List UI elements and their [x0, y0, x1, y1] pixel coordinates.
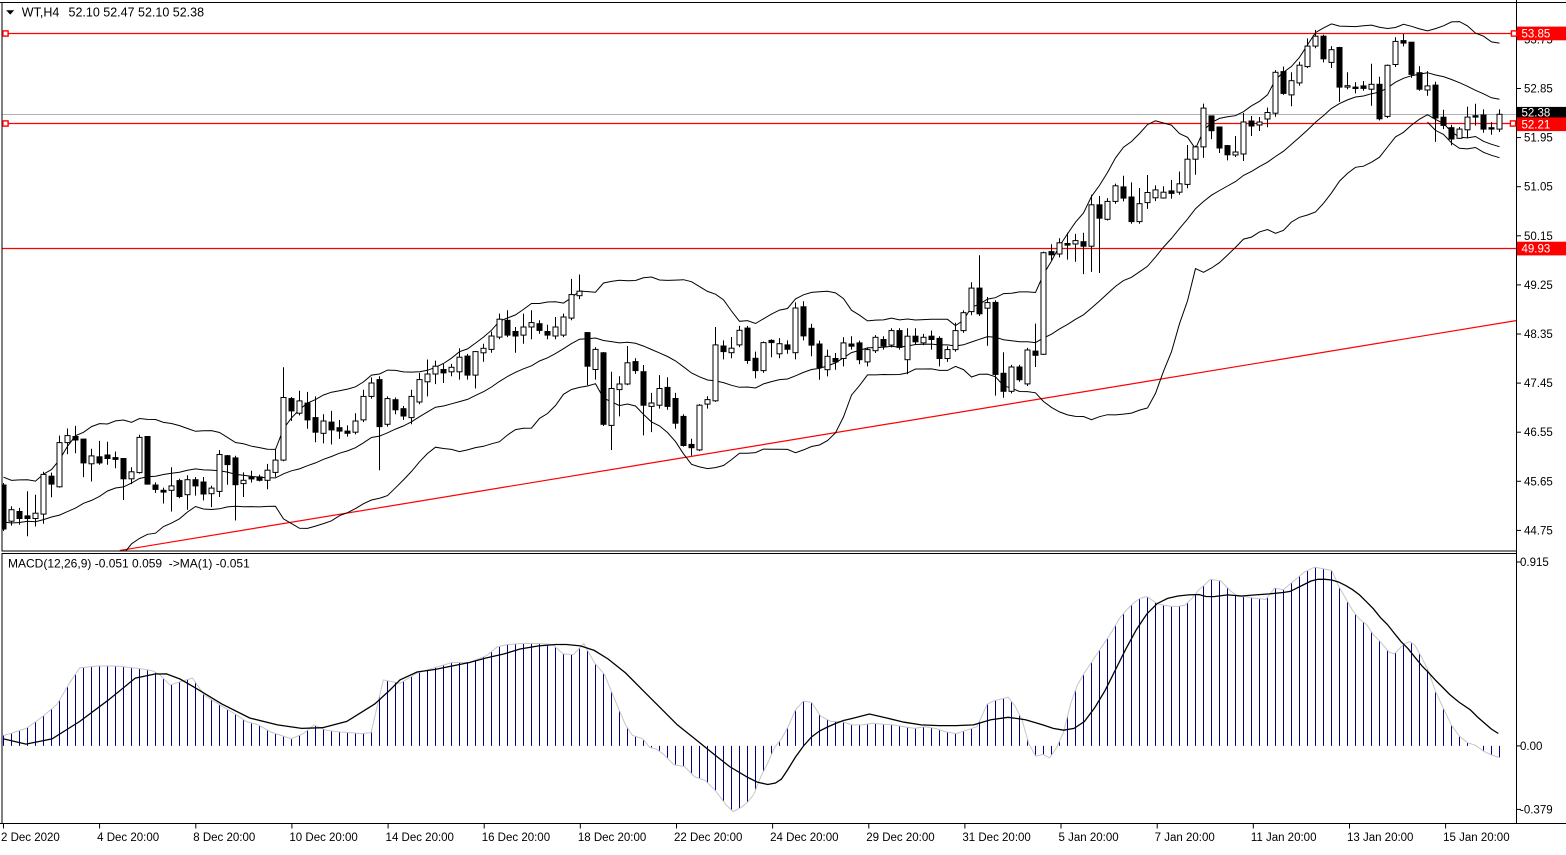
- svg-text:52.10 52.47 52.10 52.38: 52.10 52.47 52.10 52.38: [69, 6, 205, 20]
- svg-text:0.00: 0.00: [1520, 741, 1542, 753]
- svg-text:51.95: 51.95: [1524, 133, 1553, 145]
- svg-text:4 Dec 20:00: 4 Dec 20:00: [97, 832, 159, 844]
- svg-text:22 Dec 20:00: 22 Dec 20:00: [674, 832, 742, 844]
- svg-text:29 Dec 20:00: 29 Dec 20:00: [866, 832, 934, 844]
- svg-text:52.85: 52.85: [1524, 84, 1553, 96]
- svg-text:2 Dec 2020: 2 Dec 2020: [1, 832, 60, 844]
- svg-text:48.35: 48.35: [1524, 329, 1553, 341]
- svg-text:49.25: 49.25: [1524, 280, 1553, 292]
- svg-text:46.55: 46.55: [1524, 427, 1553, 439]
- svg-text:18 Dec 20:00: 18 Dec 20:00: [578, 832, 646, 844]
- svg-text:49.93: 49.93: [1522, 244, 1551, 256]
- svg-text:45.65: 45.65: [1524, 476, 1553, 488]
- svg-text:8 Dec 20:00: 8 Dec 20:00: [193, 832, 255, 844]
- svg-text:52.38: 52.38: [1522, 107, 1551, 119]
- svg-text:-0.379: -0.379: [1520, 804, 1553, 816]
- svg-text:51.05: 51.05: [1524, 182, 1553, 194]
- svg-text:14 Dec 20:00: 14 Dec 20:00: [386, 832, 454, 844]
- svg-text:50.15: 50.15: [1524, 231, 1553, 243]
- svg-text:44.75: 44.75: [1524, 525, 1553, 537]
- svg-text:13 Jan 20:00: 13 Jan 20:00: [1347, 832, 1414, 844]
- svg-text:15 Jan 20:00: 15 Jan 20:00: [1443, 832, 1510, 844]
- svg-text:7 Jan 20:00: 7 Jan 20:00: [1155, 832, 1215, 844]
- svg-text:47.45: 47.45: [1524, 378, 1553, 390]
- svg-text:31 Dec 20:00: 31 Dec 20:00: [962, 832, 1030, 844]
- svg-text:24 Dec 20:00: 24 Dec 20:00: [770, 832, 838, 844]
- svg-text:0.915: 0.915: [1520, 557, 1549, 569]
- svg-text:11 Jan 20:00: 11 Jan 20:00: [1251, 832, 1317, 844]
- svg-text:52.21: 52.21: [1522, 119, 1551, 131]
- svg-text:5 Jan 20:00: 5 Jan 20:00: [1059, 832, 1119, 844]
- svg-text:16 Dec 20:00: 16 Dec 20:00: [482, 832, 550, 844]
- svg-text:53.85: 53.85: [1522, 29, 1551, 41]
- svg-text:WT,H4: WT,H4: [22, 6, 60, 20]
- svg-text:MACD(12,26,9) -0.051 0.059 ->: MACD(12,26,9) -0.051 0.059 ->MA(1) -0.05…: [8, 557, 250, 571]
- svg-text:10 Dec 20:00: 10 Dec 20:00: [289, 832, 357, 844]
